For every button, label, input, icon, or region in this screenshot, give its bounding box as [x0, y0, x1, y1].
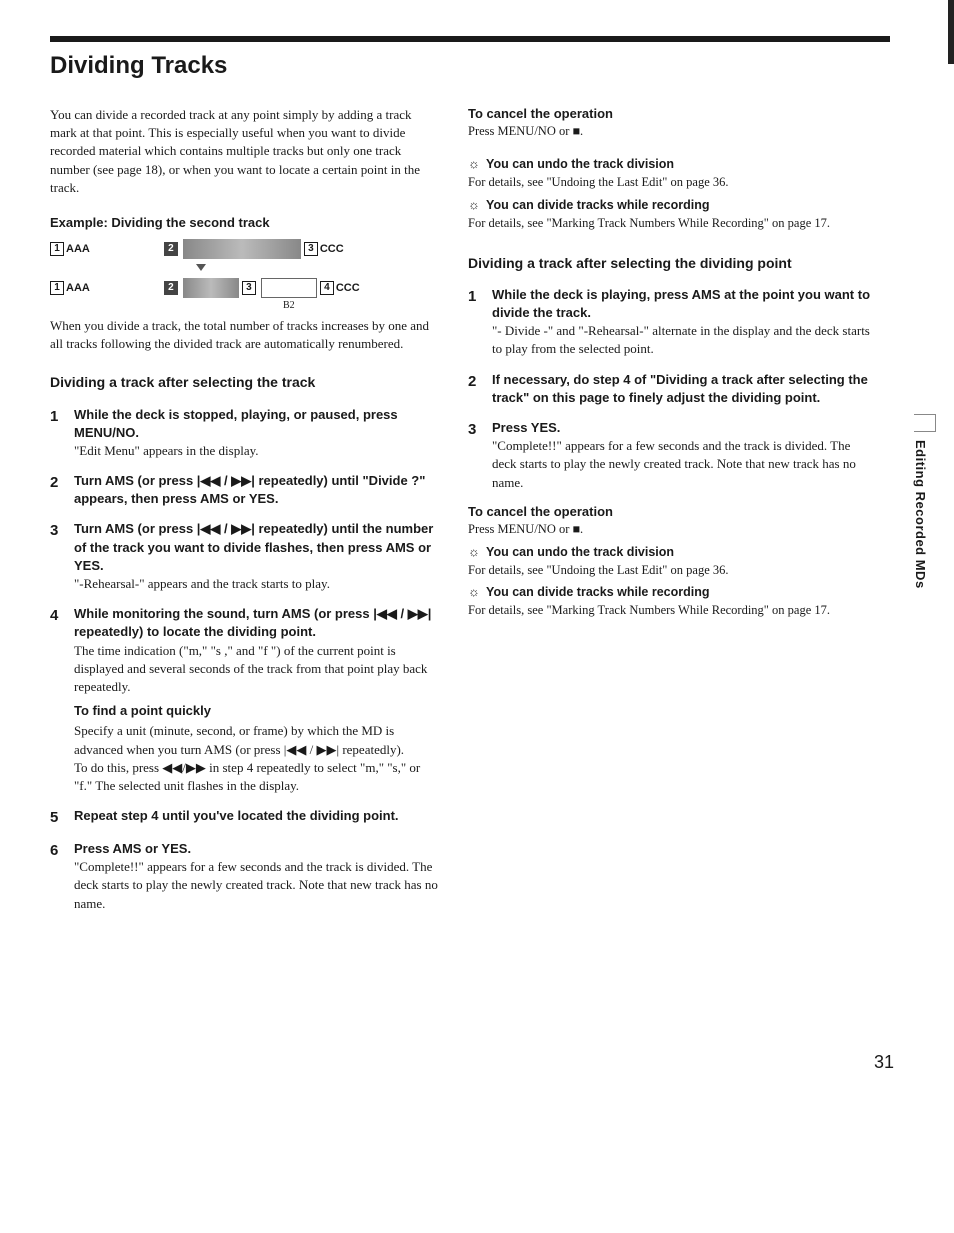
subheading-select-point: Dividing a track after selecting the div…	[468, 254, 870, 272]
side-tab-label: Editing Recorded MDs	[913, 440, 928, 589]
tip-label: You can undo the track division	[486, 545, 674, 559]
step-subcont: Specify a unit (minute, second, or frame…	[74, 722, 440, 795]
step-number: 1	[468, 286, 482, 359]
cancel-block-2: To cancel the operation Press MENU/NO or…	[468, 504, 870, 538]
tip-while-recording-2: ☼ You can divide tracks while recording	[468, 584, 870, 600]
step-lead: Press YES.	[492, 419, 870, 437]
track-1: 1AAA	[50, 281, 90, 295]
track-3: 3CCC	[304, 242, 344, 256]
cancel-block: To cancel the operation Press MENU/NO or…	[468, 106, 870, 140]
step-number: 3	[50, 520, 64, 593]
tip-undo: ☼ You can undo the track division	[468, 156, 870, 172]
step-item: 3 Press YES. "Complete!!" appears for a …	[468, 419, 870, 492]
tip-icon: ☼	[468, 584, 480, 599]
tip-body: For details, see "Marking Track Numbers …	[468, 602, 870, 619]
page-number: 31	[874, 1052, 894, 1073]
cancel-body: Press MENU/NO or ■.	[468, 521, 870, 538]
cancel-body: Press MENU/NO or ■.	[468, 123, 870, 140]
step-item: 2 Turn AMS (or press |◀◀ / ▶▶| repeatedl…	[50, 472, 440, 508]
step-lead: Repeat step 4 until you've located the d…	[74, 807, 399, 825]
step-lead: While the deck is stopped, playing, or p…	[74, 406, 440, 442]
step-lead: While monitoring the sound, turn AMS (or…	[74, 605, 440, 641]
tip-label: You can undo the track division	[486, 157, 674, 171]
step-cont: The time indication ("m," "s ," and "f "…	[74, 642, 440, 697]
tip-icon: ☼	[468, 156, 480, 171]
step-item: 1 While the deck is playing, press AMS a…	[468, 286, 870, 359]
step-item: 2 If necessary, do step 4 of "Dividing a…	[468, 371, 870, 407]
steps-select-point: 1 While the deck is playing, press AMS a…	[468, 286, 870, 492]
step-subhead: To find a point quickly	[74, 702, 440, 720]
cancel-heading: To cancel the operation	[468, 106, 870, 121]
right-column: To cancel the operation Press MENU/NO or…	[468, 106, 870, 925]
step-item: 1 While the deck is stopped, playing, or…	[50, 406, 440, 461]
diagram-row-before: 1AAA 2 3CCC	[50, 236, 370, 262]
step-number: 2	[50, 472, 64, 508]
tip-label: You can divide tracks while recording	[486, 198, 709, 212]
step-cont: "Edit Menu" appears in the display.	[74, 442, 440, 460]
tip-while-recording: ☼ You can divide tracks while recording	[468, 197, 870, 213]
tip-icon: ☼	[468, 544, 480, 559]
label-b2: B2	[283, 300, 295, 311]
track-2: 2	[164, 281, 180, 295]
step-item: 3 Turn AMS (or press |◀◀ / ▶▶| repeatedl…	[50, 520, 440, 593]
steps-select-track: 1 While the deck is stopped, playing, or…	[50, 406, 440, 913]
example-diagram: 1AAA 2 3CCC 1AAA 2 3 B2 4CCC	[50, 236, 370, 301]
diagram-caption: When you divide a track, the total numbe…	[50, 317, 440, 353]
step-item: 5 Repeat step 4 until you've located the…	[50, 807, 440, 828]
arrow-down-icon	[196, 264, 206, 271]
track-3: 3	[242, 281, 258, 295]
step-item: 4 While monitoring the sound, turn AMS (…	[50, 605, 440, 795]
subheading-select-track: Dividing a track after selecting the tra…	[50, 373, 440, 391]
step-lead: Turn AMS (or press |◀◀ / ▶▶| repeatedly)…	[74, 520, 440, 575]
diagram-row-after: 1AAA 2 3 B2 4CCC	[50, 275, 370, 301]
step-number: 2	[468, 371, 482, 407]
track-4: 4CCC	[320, 281, 360, 295]
step-number: 6	[50, 840, 64, 913]
page-title: Dividing Tracks	[50, 52, 904, 80]
step-lead: Press AMS or YES.	[74, 840, 440, 858]
columns: You can divide a recorded track at any p…	[50, 106, 904, 925]
step-lead: Turn AMS (or press |◀◀ / ▶▶| repeatedly)…	[74, 472, 440, 508]
step-cont: "Complete!!" appears for a few seconds a…	[492, 437, 870, 492]
cancel-heading: To cancel the operation	[468, 504, 870, 519]
tip-body: For details, see "Undoing the Last Edit"…	[468, 174, 870, 191]
tip-undo-2: ☼ You can undo the track division	[468, 544, 870, 560]
step-cont: "- Divide -" and "-Rehearsal-" alternate…	[492, 322, 870, 358]
track-2: 2	[164, 242, 180, 256]
tip-body: For details, see "Marking Track Numbers …	[468, 215, 870, 232]
step-number: 3	[468, 419, 482, 492]
top-rule	[50, 36, 890, 42]
example-heading: Example: Dividing the second track	[50, 215, 440, 230]
step-number: 5	[50, 807, 64, 828]
step-cont: "Complete!!" appears for a few seconds a…	[74, 858, 440, 913]
left-column: You can divide a recorded track at any p…	[50, 106, 440, 925]
side-tab-box	[914, 414, 936, 432]
step-lead: If necessary, do step 4 of "Dividing a t…	[492, 371, 870, 407]
track-1: 1AAA	[50, 242, 90, 256]
step-lead: While the deck is playing, press AMS at …	[492, 286, 870, 322]
step-item: 6 Press AMS or YES. "Complete!!" appears…	[50, 840, 440, 913]
tip-label: You can divide tracks while recording	[486, 585, 709, 599]
tip-icon: ☼	[468, 197, 480, 212]
scan-defect	[948, 0, 954, 64]
tip-body: For details, see "Undoing the Last Edit"…	[468, 562, 870, 579]
step-cont: "-Rehearsal-" appears and the track star…	[74, 575, 440, 593]
step-number: 1	[50, 406, 64, 461]
intro-paragraph: You can divide a recorded track at any p…	[50, 106, 440, 197]
step-number: 4	[50, 605, 64, 795]
